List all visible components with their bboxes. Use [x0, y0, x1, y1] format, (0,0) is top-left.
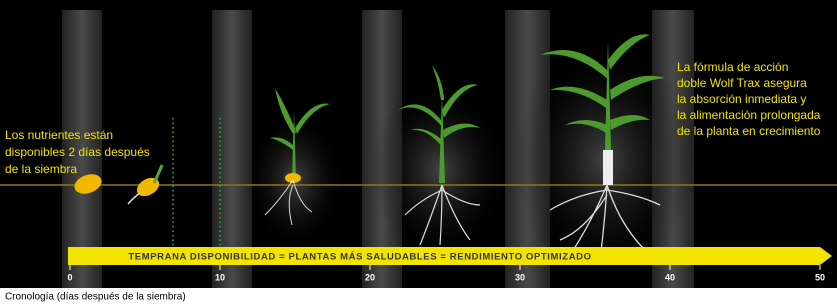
- note-line: la absorción inmediata y: [677, 92, 806, 106]
- note-line: doble Wolf Trax asegura: [677, 76, 807, 90]
- tick-label: 50: [815, 272, 825, 282]
- infographic: Los nutrientes están disponibles 2 días d…: [0, 0, 837, 305]
- tick-label: 30: [515, 272, 525, 282]
- timeline-label: Cronología (días después de la siembra): [5, 292, 186, 303]
- note-line: la alimentación prolongada: [677, 108, 821, 122]
- tick-label: 0: [67, 272, 72, 282]
- note-line: de la planta en crecimiento: [677, 124, 821, 138]
- note-line: La fórmula de acción: [677, 60, 788, 74]
- tick-label: 40: [665, 272, 675, 282]
- note-line: de la siembra: [5, 162, 77, 176]
- tick-label: 10: [215, 272, 225, 282]
- tick-label: 20: [365, 272, 375, 282]
- note-line: Los nutrientes están: [5, 128, 113, 142]
- note-line: disponibles 2 días después: [5, 145, 150, 159]
- banner-text: TEMPRANA DISPONIBILIDAD = PLANTAS MÁS SA…: [128, 252, 591, 263]
